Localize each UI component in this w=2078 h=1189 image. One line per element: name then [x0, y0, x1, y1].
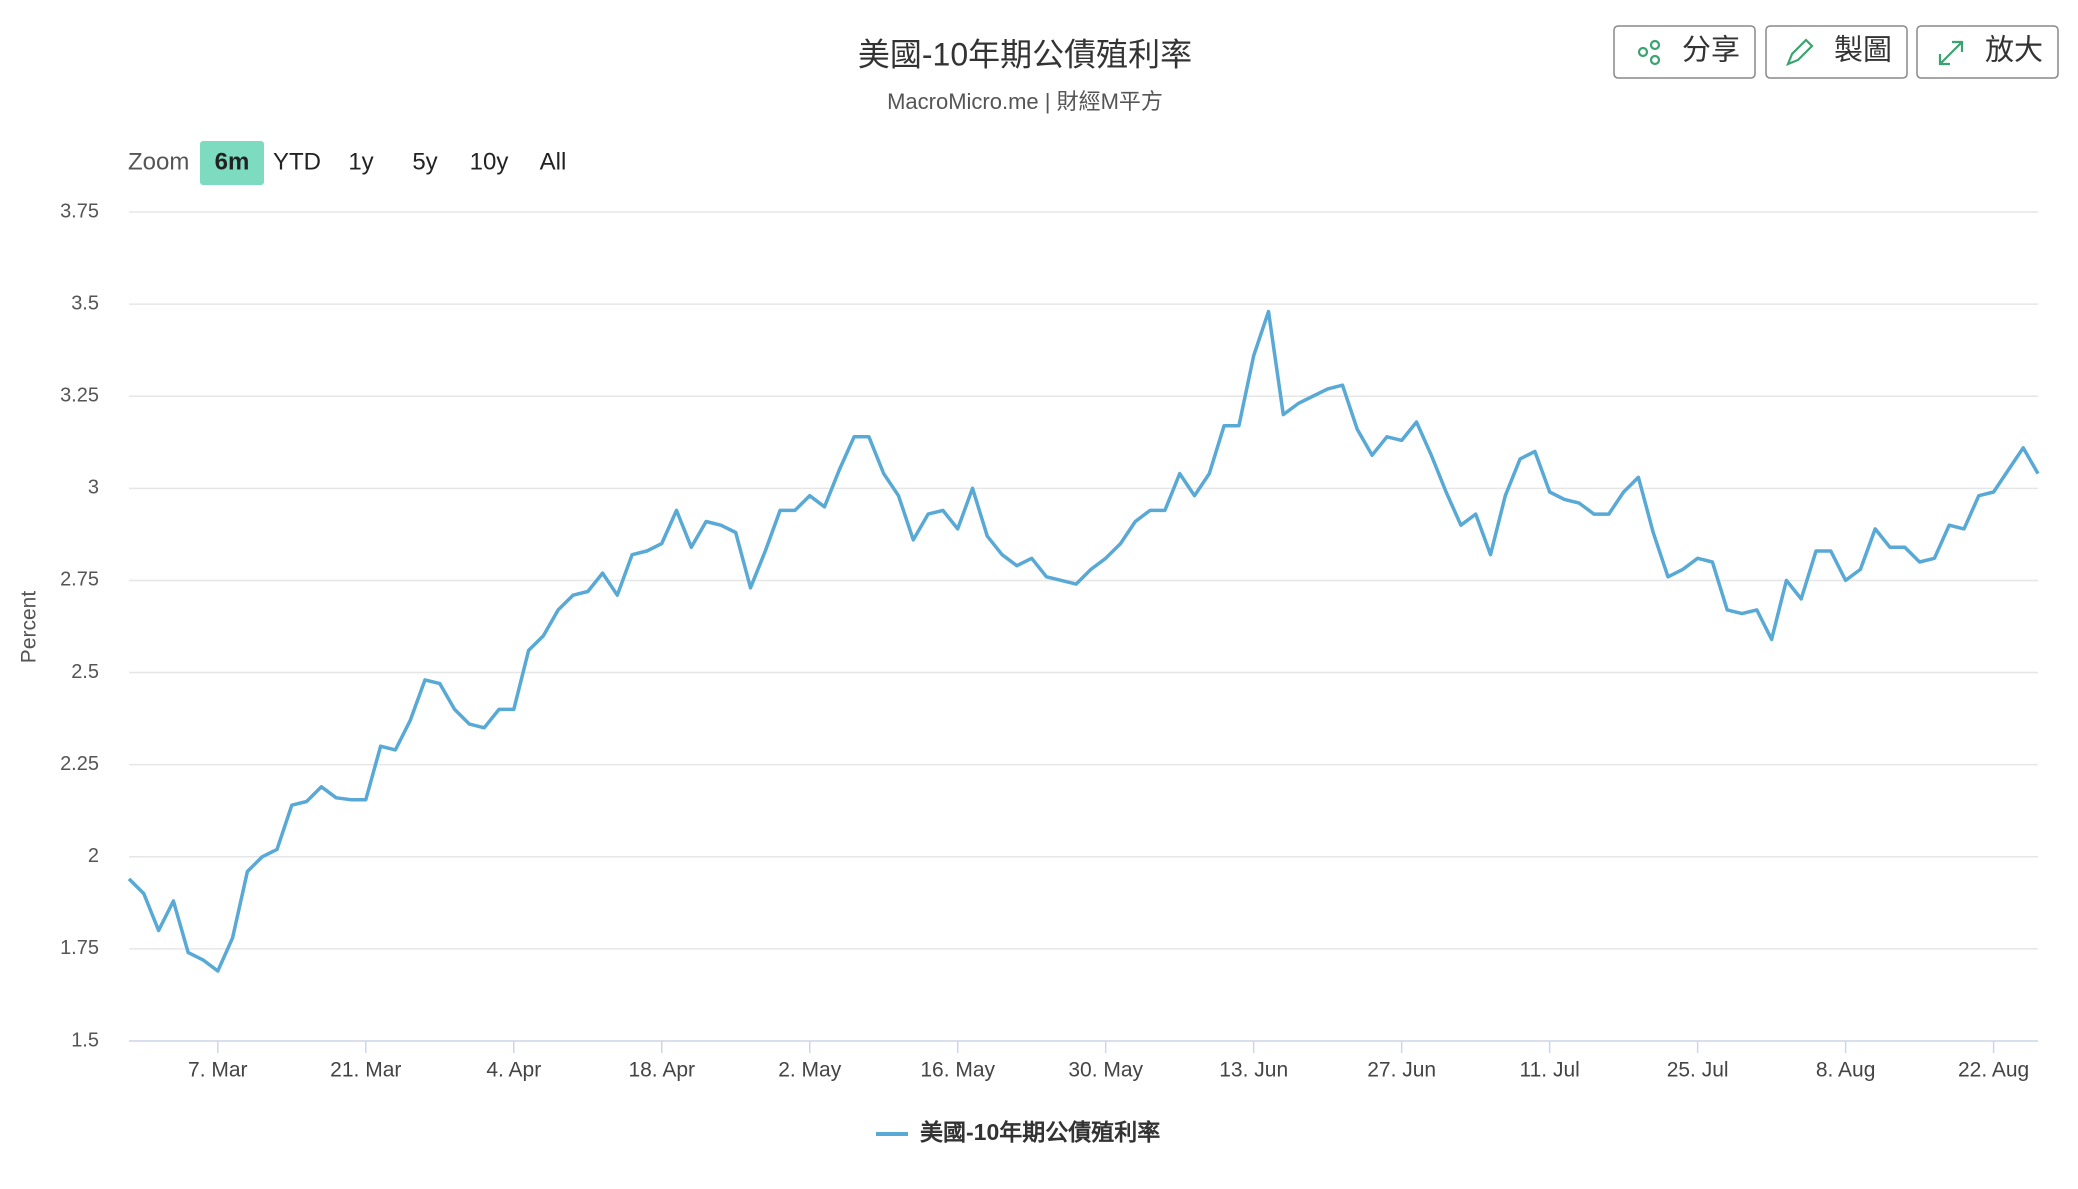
button-label: 分享 [1682, 34, 1740, 67]
y-tick-label: 3.5 [71, 292, 99, 314]
y-tick-label: 2.25 [60, 753, 99, 775]
x-tick-label: 18. Apr [628, 1059, 695, 1082]
y-axis-label: Percent [18, 591, 41, 664]
y-tick-label: 3.75 [60, 200, 99, 222]
zoom-label: Zoom [128, 148, 189, 175]
data-line [127, 309, 2040, 973]
zoom-option: 6m [215, 148, 250, 175]
zoom-bar: Zoom 6m YTD 1y 5y 10y All [128, 141, 566, 185]
zoom-option: 10y [470, 148, 509, 175]
icon [1938, 40, 1964, 66]
zoom-button[interactable]: 6m [200, 141, 264, 185]
zoom-selected [200, 141, 264, 185]
zoom-option: All [540, 148, 567, 175]
icon [1649, 39, 1661, 51]
y-tick-label: 2 [88, 845, 99, 867]
y-tick-label: 2.5 [71, 661, 99, 683]
x-tick-label: 7. Mar [188, 1059, 248, 1082]
x-tick-label: 4. Apr [486, 1059, 541, 1082]
zoom-button[interactable]: YTD [273, 148, 321, 175]
expand-button[interactable]: 放大 [1916, 25, 2059, 79]
x-tick-label: 21. Mar [330, 1059, 401, 1082]
zoom-option: 1y [348, 148, 373, 175]
icon [1786, 38, 1814, 66]
x-tick-label: 16. May [920, 1059, 995, 1082]
zoom-option: 5y [412, 148, 437, 175]
y-tick-label: 3 [88, 477, 99, 499]
y-tick-label: 3.25 [60, 385, 99, 407]
y-tick-label: 1.5 [71, 1029, 99, 1051]
zoom-option: YTD [273, 148, 321, 175]
chart-subtitle: MacroMicro.me | 財經M平方 [887, 89, 1163, 114]
y-tick-label: 2.75 [60, 569, 99, 591]
x-tick-label: 8. Aug [1816, 1059, 1876, 1082]
share-button[interactable]: 分享 [1613, 25, 1756, 79]
chart-title: 美國-10年期公債殖利率 [858, 36, 1192, 72]
zoom-button[interactable]: All [540, 148, 567, 175]
legend: 美國-10年期公債殖利率 [876, 1119, 1160, 1145]
button-label: 放大 [1985, 34, 2043, 67]
zoom-button[interactable]: 5y [412, 148, 437, 175]
button-frame [1916, 25, 2059, 79]
icon [1649, 54, 1661, 66]
legend-label[interactable]: 美國-10年期公債殖利率 [920, 1119, 1160, 1145]
button-frame [1765, 25, 1908, 79]
button-frame [1613, 25, 1756, 79]
x-tick-label: 13. Jun [1219, 1059, 1288, 1082]
x-tick-label: 27. Jun [1367, 1059, 1436, 1082]
icon [1637, 46, 1649, 58]
x-tick-label: 25. Jul [1667, 1059, 1729, 1082]
x-tick-label: 22. Aug [1958, 1059, 2029, 1082]
button-label: 製圖 [1834, 34, 1892, 67]
zoom-button[interactable]: 1y [348, 148, 373, 175]
draw-button[interactable]: 製圖 [1765, 25, 1908, 79]
x-tick-label: 2. May [778, 1059, 842, 1082]
y-tick-label: 1.75 [60, 937, 99, 959]
zoom-button[interactable]: 10y [470, 148, 509, 175]
x-tick-label: 11. Jul [1519, 1059, 1579, 1082]
x-tick-label: 30. May [1068, 1059, 1143, 1082]
